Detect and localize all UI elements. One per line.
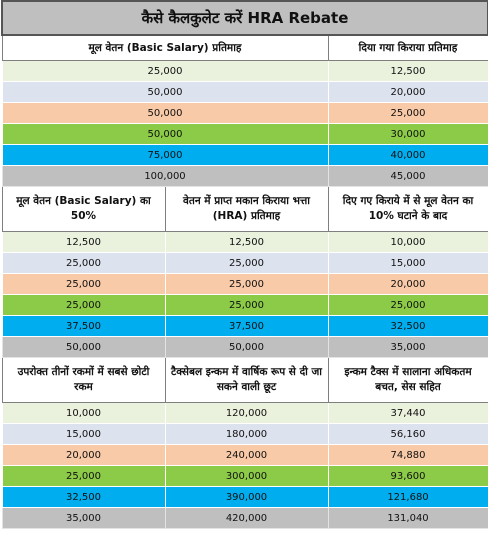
cell: 50,000: [1, 102, 329, 124]
cell: 25,000: [164, 252, 329, 274]
cell: 300,000: [164, 465, 329, 487]
table-row: 12,500 12,500 10,000: [1, 231, 488, 253]
table-row: 25,000 25,000 20,000: [1, 273, 488, 295]
table-row: 25,000 25,000 15,000: [1, 252, 488, 274]
section1-header-row: मूल वेतन (Basic Salary) प्रतिमाह दिया गय…: [1, 34, 488, 61]
cell: 12,500: [1, 231, 166, 253]
cell: 20,000: [327, 273, 488, 295]
cell: 180,000: [164, 423, 329, 445]
table-row: 50,000 30,000: [1, 123, 488, 145]
header-rent-paid: दिया गया किराया प्रतिमाह: [327, 34, 488, 61]
cell: 12,500: [327, 60, 488, 82]
cell: 20,000: [1, 444, 166, 466]
cell: 25,000: [1, 294, 166, 316]
cell: 50,000: [1, 81, 329, 103]
cell: 15,000: [1, 423, 166, 445]
table-row: 10,000 120,000 37,440: [1, 402, 488, 424]
section2-header-row: मूल वेतन (Basic Salary) का 50% वेतन में …: [1, 186, 488, 232]
cell: 131,040: [327, 507, 488, 529]
cell: 25,000: [164, 273, 329, 295]
cell: 32,500: [327, 315, 488, 337]
header-rent-minus-10pct: दिए गए किराये में से मूल वेतन का 10% घटा…: [327, 186, 488, 232]
cell: 37,500: [164, 315, 329, 337]
table-row: 25,000 300,000 93,600: [1, 465, 488, 487]
cell: 120,000: [164, 402, 329, 424]
cell: 37,500: [1, 315, 166, 337]
cell: 15,000: [327, 252, 488, 274]
cell: 240,000: [164, 444, 329, 466]
table-row: 37,500 37,500 32,500: [1, 315, 488, 337]
cell: 12,500: [164, 231, 329, 253]
title-row: कैसे कैलकुलेट करें HRA Rebate: [1, 0, 488, 36]
table-row: 20,000 240,000 74,880: [1, 444, 488, 466]
cell: 25,000: [1, 273, 166, 295]
table-row: 25,000 12,500: [1, 60, 488, 82]
cell: 75,000: [1, 144, 329, 166]
hra-table: कैसे कैलकुलेट करें HRA Rebate मूल वेतन (…: [1, 0, 488, 529]
table-row: 35,000 420,000 131,040: [1, 507, 488, 529]
cell: 56,160: [327, 423, 488, 445]
cell: 35,000: [1, 507, 166, 529]
cell: 10,000: [1, 402, 166, 424]
cell: 25,000: [164, 294, 329, 316]
header-hra-received: वेतन में प्राप्त मकान किराया भत्ता (HRA)…: [164, 186, 329, 232]
table-row: 50,000 20,000: [1, 81, 488, 103]
header-tax-saving: इन्कम टैक्स में सालाना अधिकतम बचत, सेस स…: [327, 357, 488, 403]
cell: 25,000: [1, 252, 166, 274]
table-row: 15,000 180,000 56,160: [1, 423, 488, 445]
header-basic-salary: मूल वेतन (Basic Salary) प्रतिमाह: [1, 34, 329, 61]
cell: 20,000: [327, 81, 488, 103]
cell: 35,000: [327, 336, 488, 358]
table-row: 50,000 50,000 35,000: [1, 336, 488, 358]
header-half-basic: मूल वेतन (Basic Salary) का 50%: [1, 186, 166, 232]
cell: 74,880: [327, 444, 488, 466]
cell: 10,000: [327, 231, 488, 253]
cell: 37,440: [327, 402, 488, 424]
cell: 50,000: [1, 123, 329, 145]
cell: 40,000: [327, 144, 488, 166]
table-row: 50,000 25,000: [1, 102, 488, 124]
cell: 25,000: [327, 294, 488, 316]
header-annual-exemption: टैक्सेबल इन्कम में वार्षिक रूप से दी जा …: [164, 357, 329, 403]
cell: 121,680: [327, 486, 488, 508]
cell: 50,000: [1, 336, 166, 358]
cell: 390,000: [164, 486, 329, 508]
cell: 25,000: [327, 102, 488, 124]
cell: 45,000: [327, 165, 488, 187]
header-smallest-amount: उपरोक्त तीनों रकमों में सबसे छोटी रकम: [1, 357, 166, 403]
cell: 25,000: [1, 465, 166, 487]
cell: 32,500: [1, 486, 166, 508]
table-row: 75,000 40,000: [1, 144, 488, 166]
cell: 25,000: [1, 60, 329, 82]
sheet-title: कैसे कैलकुलेट करें HRA Rebate: [1, 0, 488, 36]
cell: 30,000: [327, 123, 488, 145]
cell: 93,600: [327, 465, 488, 487]
table-row: 100,000 45,000: [1, 165, 488, 187]
section3-header-row: उपरोक्त तीनों रकमों में सबसे छोटी रकम टै…: [1, 357, 488, 403]
table-row: 25,000 25,000 25,000: [1, 294, 488, 316]
table-row: 32,500 390,000 121,680: [1, 486, 488, 508]
cell: 50,000: [164, 336, 329, 358]
cell: 100,000: [1, 165, 329, 187]
cell: 420,000: [164, 507, 329, 529]
